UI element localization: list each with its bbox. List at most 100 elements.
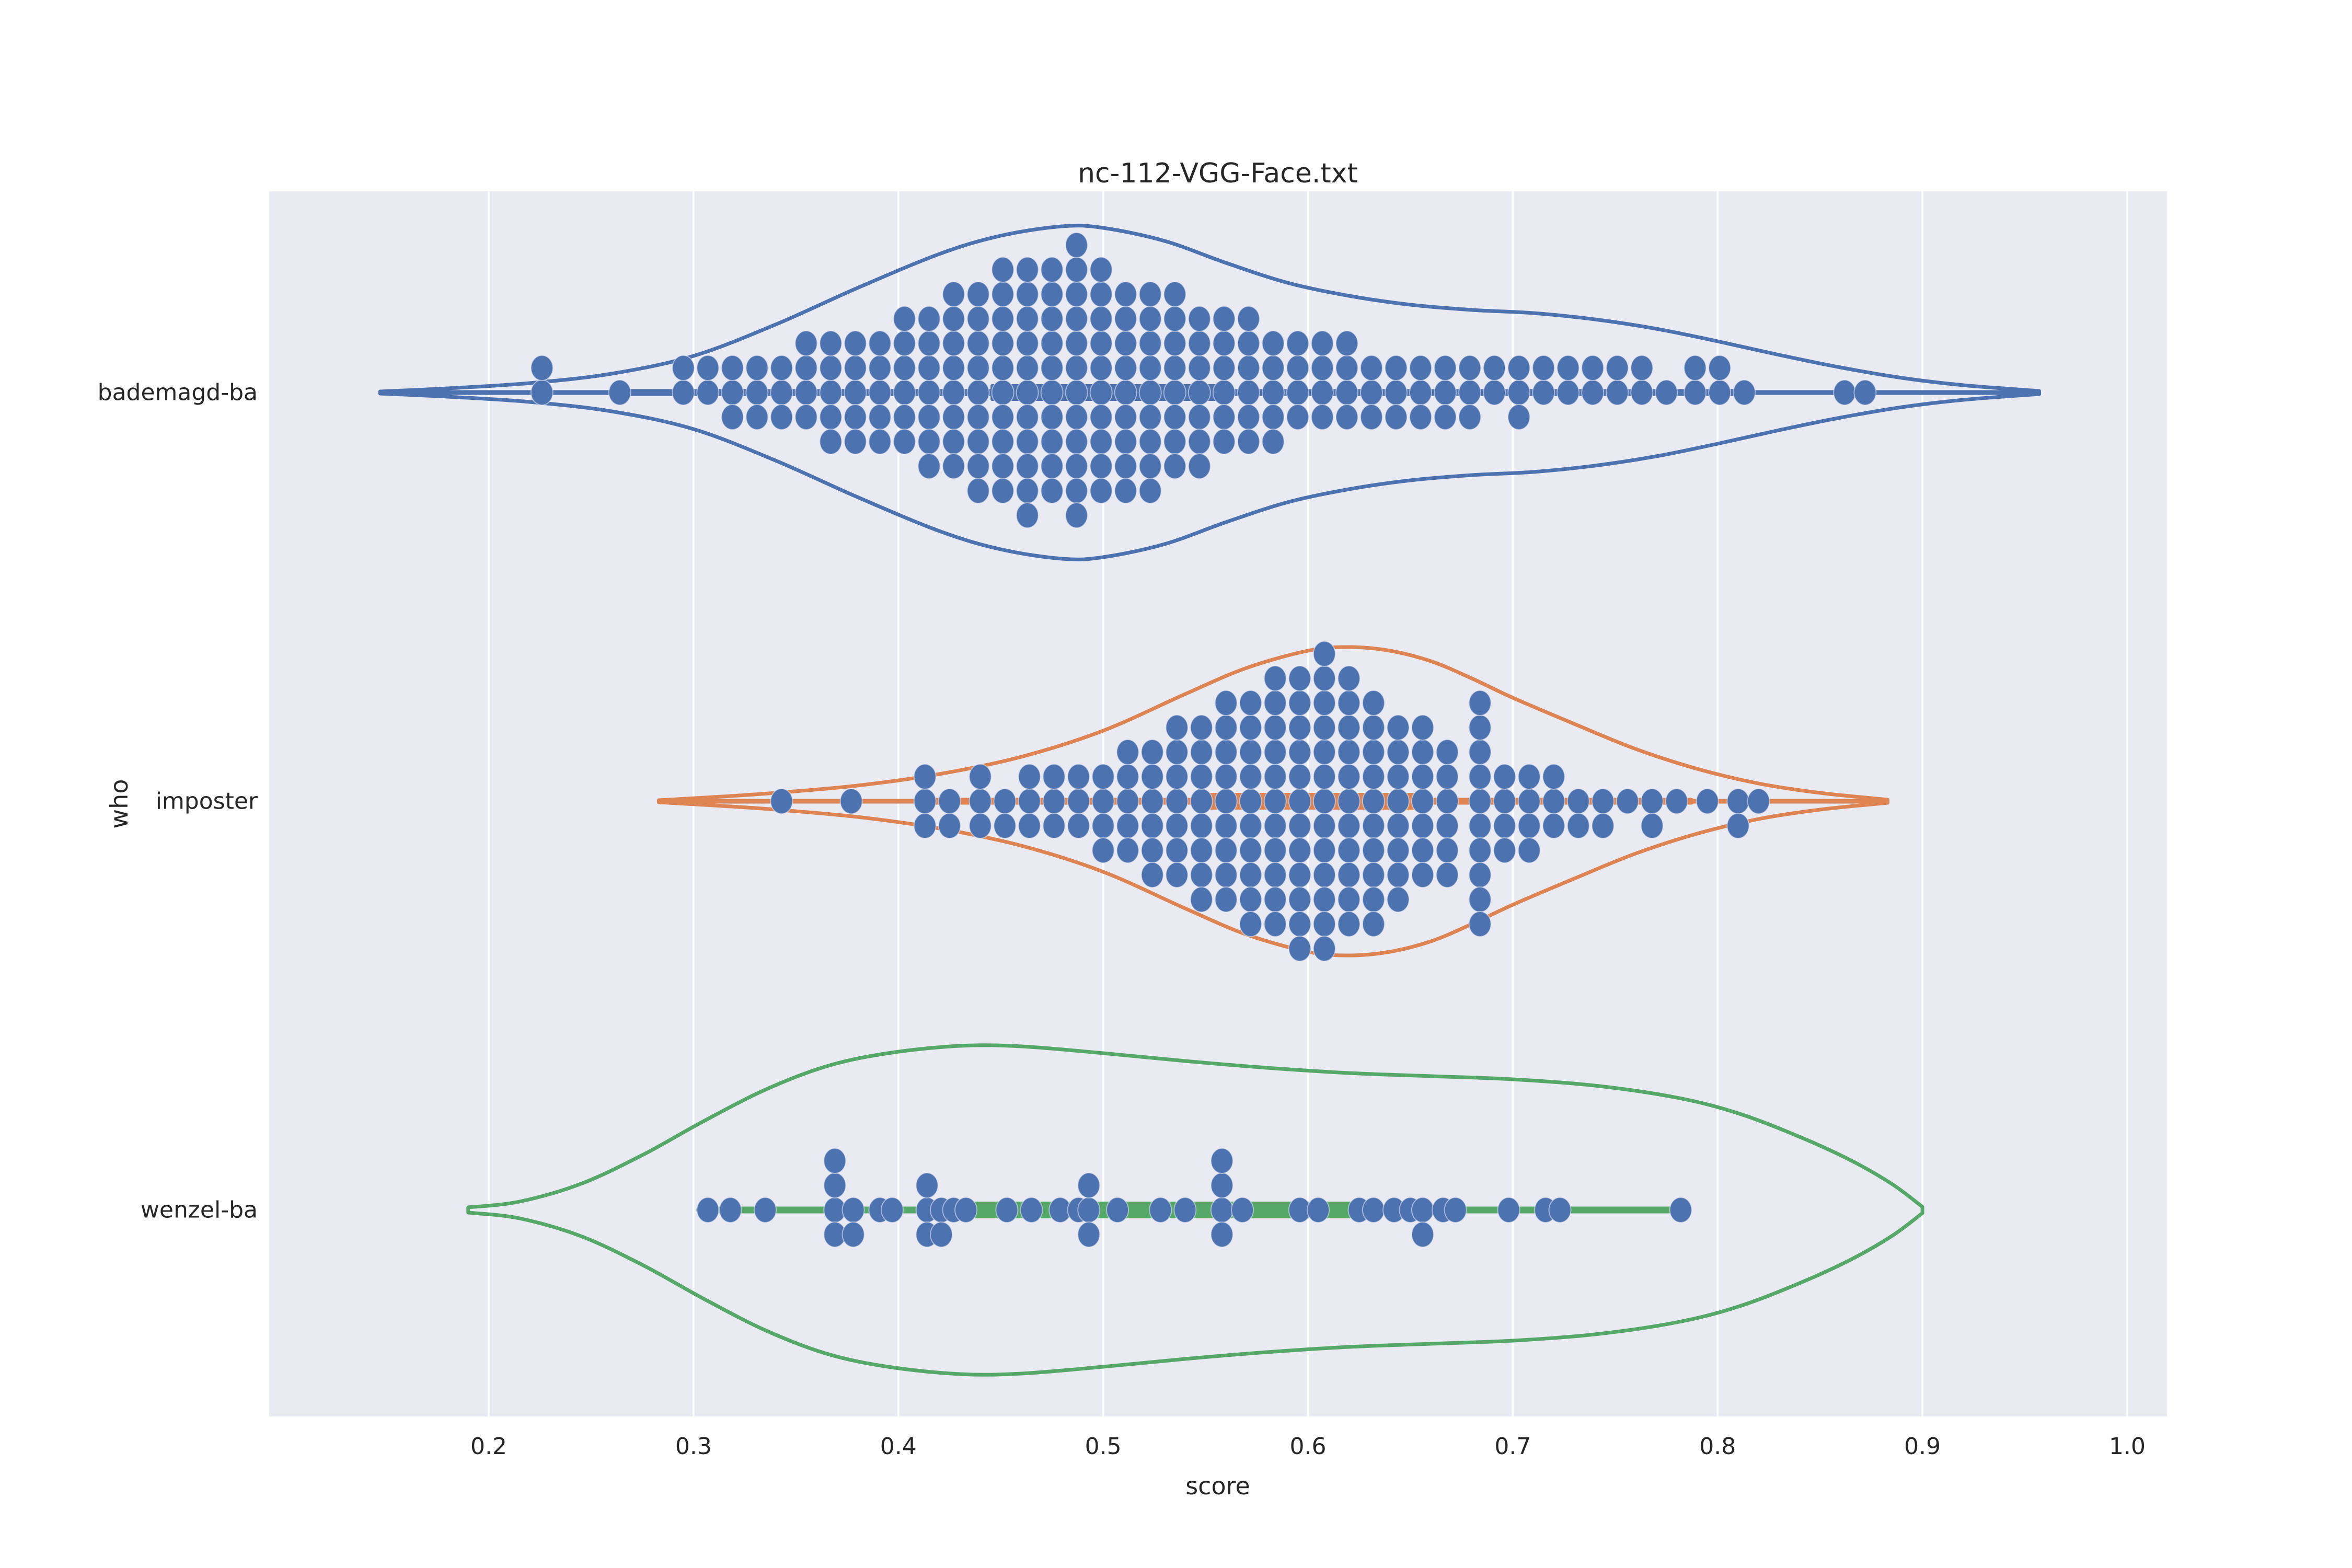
swarm-point: [672, 379, 695, 406]
swarm-point: [1091, 764, 1115, 790]
swarm-point: [1263, 886, 1287, 913]
swarm-point: [1237, 404, 1260, 430]
swarm-point: [1187, 429, 1211, 455]
swarm-point: [1190, 714, 1213, 741]
swarm-point: [1165, 714, 1189, 741]
swarm-point: [1187, 453, 1211, 479]
swarm-point: [1288, 739, 1311, 765]
swarm-point: [868, 379, 892, 406]
swarm-point: [1435, 862, 1459, 888]
swarm-point: [1065, 355, 1088, 381]
swarm-point: [1261, 379, 1285, 406]
swarm-point: [1434, 379, 1457, 406]
x-tick-label: 1.0: [2109, 1433, 2146, 1460]
swarm-point: [1288, 837, 1311, 863]
swarm-point: [1591, 788, 1615, 814]
swarm-point: [917, 379, 941, 406]
swarm-point: [1165, 764, 1189, 790]
swarm-point: [942, 404, 965, 430]
swarm-point: [1040, 355, 1064, 381]
swarm-point: [868, 355, 892, 381]
swarm-point: [1312, 911, 1336, 937]
swarm-point: [1091, 813, 1115, 839]
swarm-point: [1263, 764, 1287, 790]
swarm-point: [993, 788, 1017, 814]
swarm-point: [1190, 764, 1213, 790]
swarm-point: [1065, 281, 1088, 307]
swarm-point: [1140, 764, 1164, 790]
swarm-point: [1261, 355, 1285, 381]
swarm-point: [754, 1197, 777, 1223]
swarm-point: [1263, 837, 1287, 863]
swarm-point: [1237, 379, 1260, 406]
swarm-point: [1312, 837, 1336, 863]
swarm-point: [1288, 714, 1311, 741]
swarm-point: [1337, 665, 1361, 691]
swarm-point: [917, 330, 941, 356]
swarm-point: [1288, 936, 1311, 962]
swarm-point: [1239, 862, 1262, 888]
swarm-point: [1733, 379, 1756, 406]
swarm-point: [1173, 1197, 1197, 1223]
swarm-point: [1362, 764, 1385, 790]
swarm-point: [1312, 641, 1336, 667]
swarm-point: [942, 453, 965, 479]
swarm-point: [1042, 764, 1066, 790]
swarm-point: [1468, 837, 1492, 863]
swarm-point: [868, 404, 892, 430]
swarm-point: [1335, 379, 1358, 406]
swarm-point: [1434, 404, 1457, 430]
swarm-point: [1286, 404, 1309, 430]
swarm-point: [1089, 306, 1113, 332]
swarm-point: [1337, 813, 1361, 839]
swarm-point: [1493, 837, 1516, 863]
swarm-point: [1263, 813, 1287, 839]
swarm-point: [1312, 665, 1336, 691]
swarm-point: [1187, 306, 1211, 332]
swarm-point: [1116, 739, 1139, 765]
swarm-point: [1237, 355, 1260, 381]
swarm-point: [1239, 813, 1262, 839]
swarm-point: [1362, 690, 1385, 716]
swarm-point: [770, 355, 793, 381]
swarm-point: [1067, 788, 1090, 814]
swarm-point: [770, 404, 793, 430]
swarm-point: [1435, 739, 1459, 765]
swarm-point: [1435, 813, 1459, 839]
x-tick-label: 0.8: [1699, 1433, 1736, 1460]
swarm-point: [1409, 404, 1433, 430]
swarm-point: [1458, 379, 1482, 406]
swarm-point: [1435, 788, 1459, 814]
swarm-point: [1853, 379, 1877, 406]
swarm-point: [1138, 453, 1162, 479]
swarm-point: [1089, 281, 1113, 307]
swarm-point: [1312, 862, 1336, 888]
swarm-point: [608, 379, 631, 406]
swarm-point: [823, 1148, 847, 1174]
swarm-point: [1165, 788, 1189, 814]
swarm-point: [915, 1172, 939, 1198]
swarm-point: [1114, 281, 1137, 307]
swarm-point: [770, 788, 793, 814]
swarm-point: [1114, 330, 1137, 356]
swarm-point: [1210, 1197, 1233, 1223]
swarm-point: [1065, 502, 1088, 528]
swarm-point: [1468, 739, 1492, 765]
swarm-point: [1337, 739, 1361, 765]
swarm-point: [1040, 453, 1064, 479]
x-tick-label: 0.2: [470, 1433, 507, 1460]
swarm-point: [1548, 1197, 1572, 1223]
swarm-point: [1016, 502, 1039, 528]
swarm-point: [1310, 404, 1334, 430]
swarm-point: [672, 355, 695, 381]
y-tick-label-bademagd-ba: bademagd-ba: [97, 379, 258, 406]
swarm-point: [1359, 379, 1383, 406]
violin-outline-wenzel-ba: [466, 1043, 1924, 1377]
swarm-point: [1116, 764, 1139, 790]
swarm-point: [1138, 379, 1162, 406]
swarm-point: [966, 379, 990, 406]
swarm-point: [1288, 886, 1311, 913]
swarm-point: [1263, 739, 1287, 765]
swarm-point: [1532, 355, 1555, 381]
swarm-point: [1458, 355, 1482, 381]
